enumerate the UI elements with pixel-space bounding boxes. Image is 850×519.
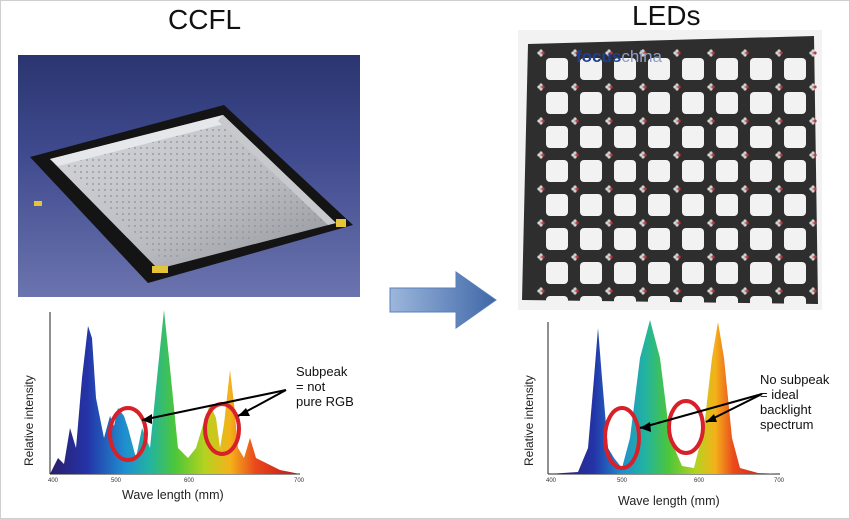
x-tick: 500: [617, 478, 628, 484]
x-tick: 700: [774, 478, 785, 484]
y-axis-label: Relative intensity: [522, 375, 536, 466]
x-axis-label: Wave length (mm): [618, 494, 720, 508]
subpeak-circle-1: [108, 406, 148, 462]
leds-title: LEDs: [632, 0, 701, 31]
ccfl-backlight-photo: [18, 55, 360, 297]
subpeak-annotation: Subpeak = not pure RGB: [296, 364, 354, 409]
valley-circle-2: [667, 399, 705, 455]
y-axis-label: Relative intensity: [22, 375, 36, 466]
transition-arrow-icon: [389, 271, 497, 329]
x-tick: 500: [111, 478, 122, 484]
x-tick: 400: [48, 478, 59, 484]
no-subpeak-annotation: No subpeak = ideal backlight spectrum: [760, 372, 830, 432]
watermark-logo: focuschina: [576, 47, 662, 66]
x-axis-label: Wave length (mm): [122, 488, 224, 502]
ccfl-spectrum-chart: 400 500 600 700 Relative intensity Wave …: [18, 308, 354, 516]
led-board-photo: focuschina: [518, 30, 822, 310]
x-tick: 600: [694, 478, 705, 484]
valley-circle-1: [603, 406, 641, 470]
ccfl-title: CCFL: [168, 4, 242, 35]
x-tick: 700: [294, 478, 305, 484]
x-tick: 400: [546, 478, 557, 484]
x-tick: 600: [184, 478, 195, 484]
led-spectrum-chart: 400 500 600 700 Relative intensity Wave …: [518, 318, 829, 516]
